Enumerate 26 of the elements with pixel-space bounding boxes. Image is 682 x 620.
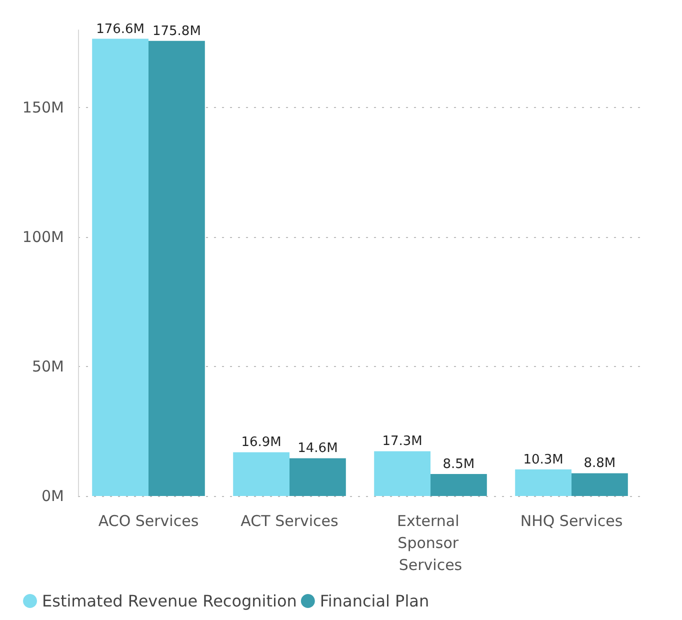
y-tick-label: 150M (22, 98, 64, 117)
y-tick-label: 100M (22, 228, 64, 246)
data-label: 176.6M (96, 22, 145, 37)
bar (572, 473, 628, 496)
bar (430, 474, 487, 496)
y-tick-label: 50M (32, 358, 64, 376)
x-tick-label: ACO Services (98, 512, 199, 530)
data-label: 14.6M (298, 441, 338, 456)
legend-label: Estimated Revenue Recognition (42, 592, 297, 610)
bar (290, 458, 346, 496)
legend-label: Financial Plan (320, 592, 430, 610)
data-label: 16.9M (241, 435, 282, 450)
data-label: 17.3M (382, 434, 422, 450)
bar (92, 38, 148, 496)
bar (233, 452, 290, 496)
x-tick-label: ACT Services (240, 512, 339, 530)
y-tick-label: 0M (42, 487, 64, 505)
bar (148, 40, 205, 496)
data-label: 10.3M (523, 452, 564, 468)
data-label: 8.5M (442, 456, 475, 472)
data-label: 175.8M (152, 24, 201, 39)
x-tick-label: External Sponsor Services (396, 512, 464, 574)
x-tick-label: NHQ Services (520, 512, 623, 530)
bar (374, 451, 430, 496)
bar (515, 469, 572, 496)
data-label: 8.8M (584, 456, 616, 472)
